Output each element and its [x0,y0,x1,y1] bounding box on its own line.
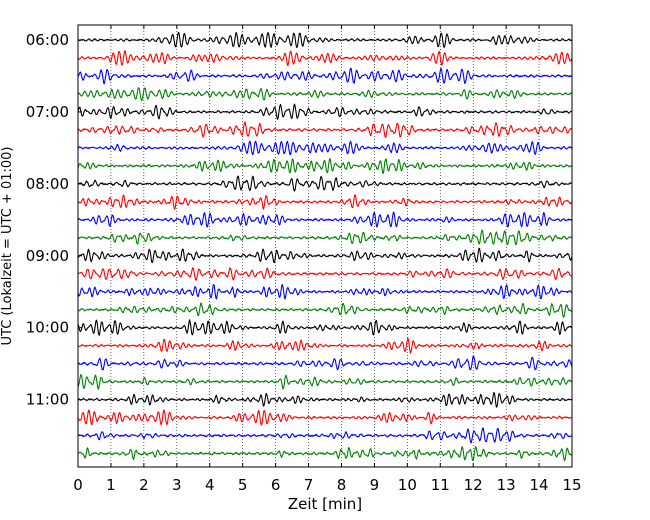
seismic-trace [77,409,573,426]
x-axis-label: Zeit [min] [288,495,362,513]
y-tick-label: 09:00 [26,247,69,265]
y-tick-label: 07:00 [26,103,69,121]
seismic-traces [77,31,573,462]
x-tick-label: 1 [106,476,116,494]
seismic-trace [77,121,573,138]
seismic-trace [77,140,573,156]
seismic-trace [77,87,573,102]
seismic-trace [77,50,573,67]
x-tick-label: 14 [530,476,549,494]
y-tick-label: 08:00 [26,175,69,193]
seismic-trace [77,319,573,336]
seismic-trace [77,229,573,246]
x-tick-label: 15 [562,476,581,494]
y-axis: 06:00 07:00 08:00 09:00 10:00 11:00 [26,31,82,409]
seismic-trace [77,67,573,85]
seismic-trace [77,267,573,281]
seismic-trace [77,374,573,390]
seismic-trace [77,284,573,300]
x-tick-label: 9 [370,476,380,494]
x-tick-label: 0 [73,476,83,494]
seismic-trace [77,302,573,318]
plot-frame [77,24,573,468]
seismic-trace [77,31,573,49]
y-axis-label: UTC (Lokalzeit = UTC + 01:00) [0,147,15,346]
x-tick-label: 3 [172,476,182,494]
x-tick-label: 10 [398,476,417,494]
x-tick-label: 6 [271,476,281,494]
x-axis: 0 1 2 3 4 5 6 7 8 9 10 11 12 13 14 15 [73,25,582,494]
y-tick-label: 10:00 [26,319,69,337]
x-tick-label: 7 [304,476,314,494]
x-tick-label: 4 [205,476,215,494]
grid-lines [110,25,540,467]
x-tick-label: 13 [497,476,516,494]
seismic-trace [77,194,573,210]
seismic-trace [77,446,573,462]
seismic-trace [77,355,573,371]
x-tick-label: 2 [139,476,149,494]
x-tick-label: 5 [238,476,248,494]
y-tick-label: 11:00 [26,391,69,409]
seismic-trace [77,157,573,174]
x-tick-label: 11 [431,476,450,494]
x-tick-label: 8 [337,476,347,494]
seismic-trace [77,175,573,192]
seismic-trace [77,247,573,264]
seismic-trace [77,391,573,408]
seismic-trace [77,427,573,444]
seismic-trace [77,103,573,120]
y-tick-label: 06:00 [26,31,69,49]
seismic-trace [77,337,573,354]
x-tick-label: 12 [464,476,483,494]
seismic-trace [77,211,573,228]
